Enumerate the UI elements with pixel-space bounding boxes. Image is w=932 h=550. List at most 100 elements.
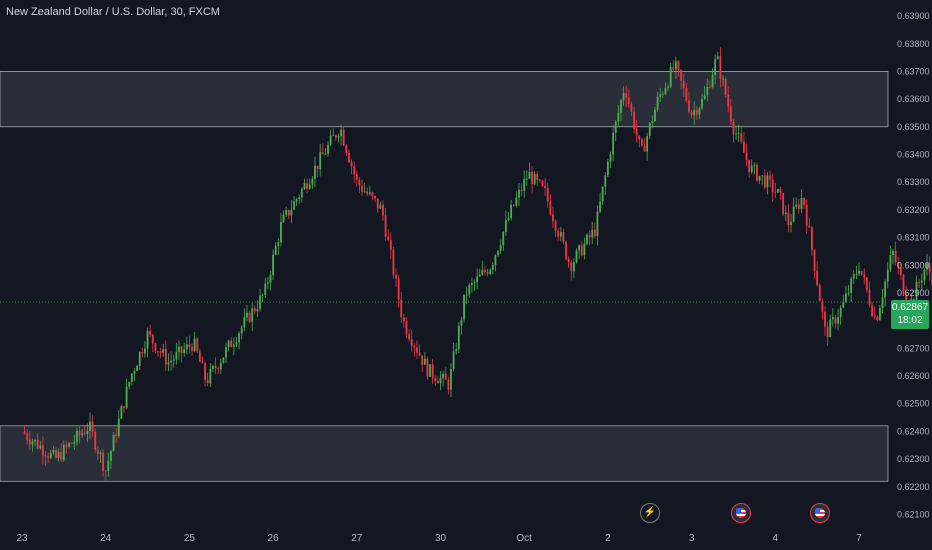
- candle-body: [915, 282, 918, 301]
- candle-body: [633, 111, 635, 130]
- candle-body: [42, 445, 44, 456]
- candle-body: [541, 180, 544, 186]
- candle-body: [455, 349, 458, 352]
- candle-body: [520, 189, 523, 191]
- us-flag-icon[interactable]: [810, 503, 830, 523]
- candle-body: [468, 284, 471, 295]
- candle-body: [837, 317, 839, 324]
- candle-body: [648, 122, 651, 136]
- candle-body: [232, 344, 235, 348]
- candle-body: [327, 144, 329, 154]
- candle-body: [593, 229, 596, 237]
- candle-body: [607, 161, 609, 176]
- candle-body: [55, 449, 57, 458]
- candle-body: [68, 443, 70, 447]
- candle-body: [321, 152, 324, 155]
- candle-body: [557, 230, 560, 237]
- candle-body: [246, 312, 248, 318]
- candle-body: [727, 95, 730, 107]
- zone-1: [0, 71, 889, 128]
- candle-body: [536, 173, 539, 180]
- candle-body: [486, 272, 489, 275]
- candle-body: [787, 212, 790, 226]
- candle-body: [293, 201, 295, 210]
- y-tick-label: 0.62600: [897, 371, 930, 381]
- candle-body: [722, 78, 724, 80]
- candle-body: [824, 311, 826, 327]
- candle-body: [504, 219, 507, 232]
- candle-body: [596, 211, 599, 237]
- candle-body: [60, 451, 63, 460]
- candle-body: [797, 204, 800, 209]
- flash-icon[interactable]: ⚡: [640, 503, 660, 523]
- candle-body: [525, 178, 528, 180]
- candle-body: [76, 430, 78, 442]
- candle-body: [361, 185, 363, 192]
- candle-body: [374, 196, 377, 199]
- candle-body: [926, 263, 928, 270]
- candle-body: [167, 362, 170, 365]
- candle-body: [638, 135, 641, 140]
- candle-body: [447, 379, 450, 390]
- candle-body: [818, 285, 821, 301]
- candle-body: [677, 61, 680, 70]
- y-tick-label: 0.63400: [897, 150, 930, 160]
- candle-body: [178, 346, 180, 352]
- candle-body: [311, 178, 314, 185]
- y-tick-label: 0.63300: [897, 177, 930, 187]
- candle-body: [565, 241, 567, 260]
- candle-body: [688, 100, 690, 112]
- candle-body: [164, 349, 167, 365]
- candle-body: [159, 351, 162, 353]
- bar-countdown: 18:02: [897, 315, 923, 326]
- candle-body: [612, 132, 615, 155]
- candle-body: [290, 209, 293, 216]
- candle-body: [130, 373, 133, 382]
- candle-body: [834, 316, 837, 324]
- candle-body: [813, 249, 816, 271]
- candle-body: [300, 188, 303, 198]
- candle-body: [157, 351, 159, 353]
- candle-body: [238, 333, 240, 343]
- candle-body: [136, 365, 138, 372]
- y-tick-label: 0.62400: [897, 426, 930, 436]
- y-tick-label: 0.63500: [897, 122, 930, 132]
- candle-body: [889, 255, 892, 270]
- candle-body: [905, 294, 907, 304]
- candle-body: [586, 234, 588, 244]
- candle-body: [204, 363, 206, 381]
- zone-2: [0, 425, 889, 482]
- candle-body: [303, 183, 306, 189]
- candle-body: [423, 358, 426, 365]
- candle-body: [355, 174, 358, 180]
- candle-body: [149, 330, 152, 335]
- candle-body: [826, 326, 829, 338]
- candle-body: [667, 86, 669, 89]
- candle-body: [549, 201, 552, 215]
- x-tick-label: 23: [16, 533, 28, 544]
- candle-body: [481, 270, 484, 275]
- us-flag-icon[interactable]: [731, 503, 751, 523]
- candle-body: [243, 317, 246, 328]
- candle-body: [227, 340, 230, 348]
- x-tick-label: Oct: [516, 533, 532, 544]
- candle-body: [209, 368, 212, 384]
- candle-body: [188, 344, 191, 347]
- candle-body: [871, 304, 873, 316]
- candle-body: [847, 293, 850, 294]
- candle-body: [264, 283, 267, 295]
- candle-body: [680, 69, 683, 81]
- candle-body: [724, 78, 727, 96]
- candle-body: [698, 108, 701, 115]
- candle-body: [771, 179, 774, 193]
- candle-body: [96, 449, 99, 454]
- candle-body: [83, 433, 86, 435]
- candle-body: [416, 347, 418, 353]
- candle-body: [528, 171, 531, 179]
- candle-body: [436, 381, 439, 384]
- candle-body: [434, 377, 437, 382]
- x-tick-label: 30: [435, 533, 447, 544]
- candle-body: [920, 280, 923, 283]
- candle-body: [562, 232, 565, 242]
